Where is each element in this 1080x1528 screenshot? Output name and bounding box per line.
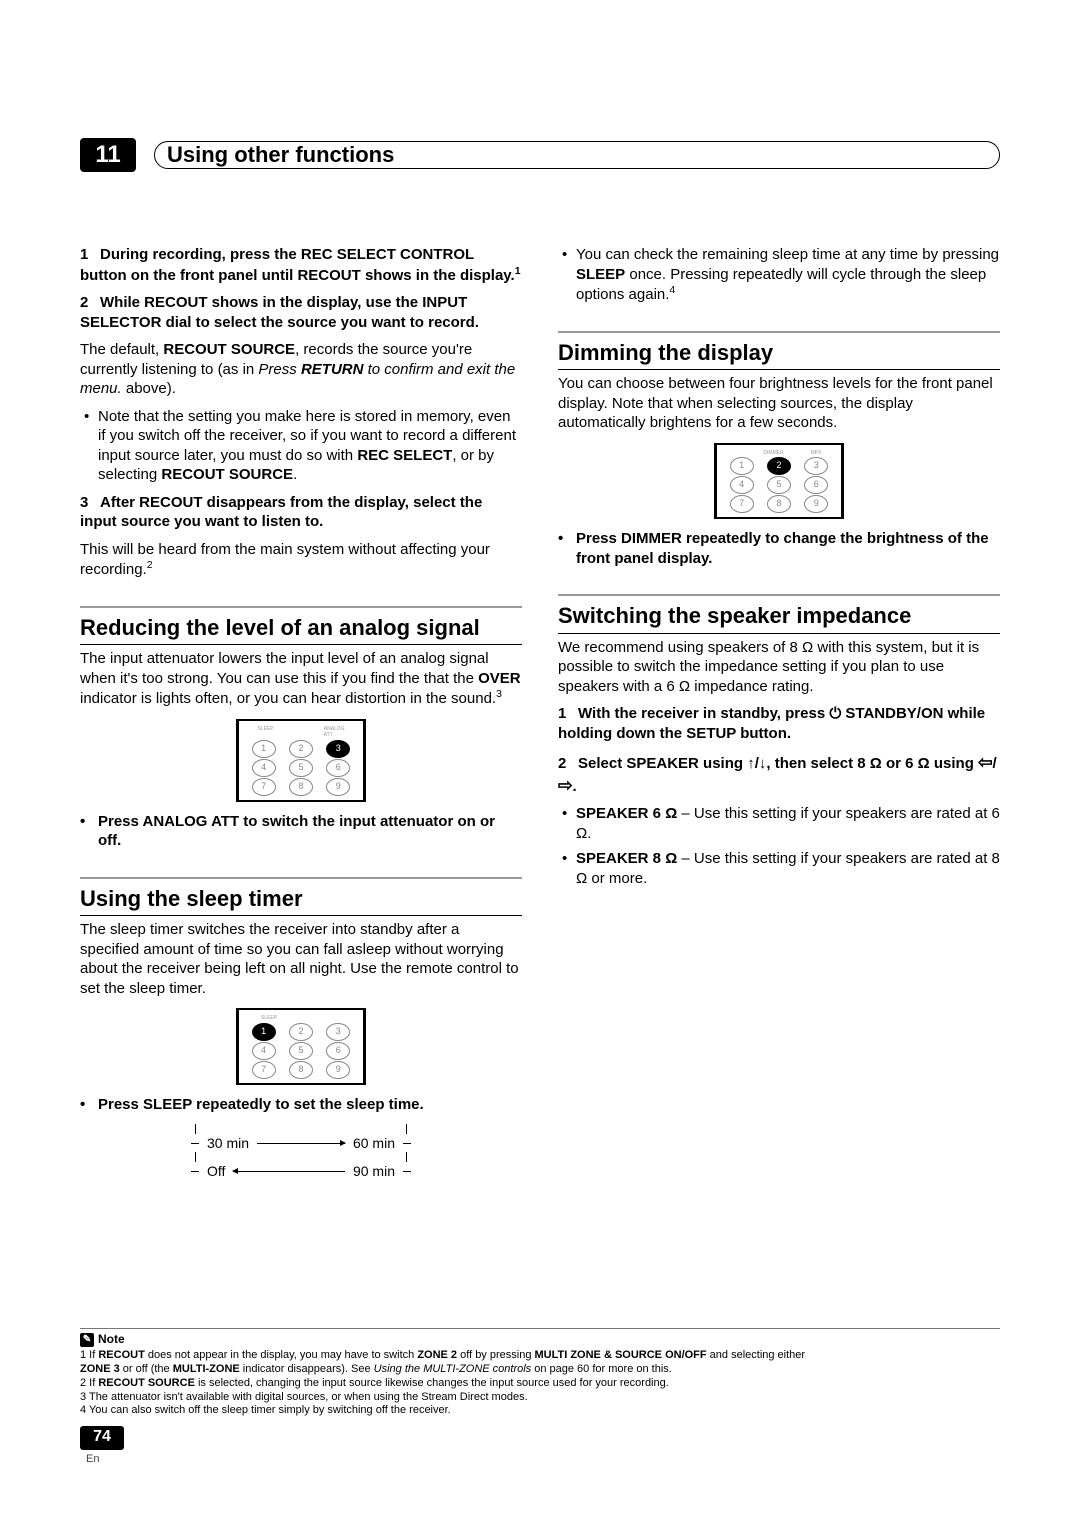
- footnote-1b: ZONE 3 or off (the MULTI-ZONE indicator …: [80, 1363, 1000, 1377]
- chapter-title-pill: Using other functions: [154, 141, 1000, 169]
- imp-step-2: 2Select SPEAKER using /, then select 8 o…: [558, 751, 1000, 796]
- left-arrow-icon: [978, 755, 992, 772]
- up-arrow-icon: [747, 755, 755, 772]
- default-source-paragraph: The default, RECOUT SOURCE, records the …: [80, 340, 522, 399]
- ohm-icon: [679, 678, 690, 695]
- analog-heading: Reducing the level of an analog signal: [80, 606, 522, 646]
- footnote-2: 2 If RECOUT SOURCE is selected, changing…: [80, 1377, 1000, 1391]
- sleep-30: 30 min: [207, 1134, 249, 1152]
- sleep-90: 90 min: [353, 1162, 395, 1180]
- memory-note-bullet: Note that the setting you make here is s…: [80, 407, 522, 485]
- ohm-icon: [665, 805, 677, 822]
- dimmer-heading: Dimming the display: [558, 331, 1000, 371]
- footnote-3: 3 The attenuator isn't available with di…: [80, 1391, 1000, 1405]
- sleep-check-bullet: You can check the remaining sleep time a…: [558, 245, 1000, 305]
- after-step3-paragraph: This will be heard from the main system …: [80, 540, 522, 580]
- ohm-icon: [665, 850, 677, 867]
- left-column: 1During recording, press the REC SELECT …: [80, 245, 522, 1201]
- impedance-intro: We recommend using speakers of 8 with th…: [558, 638, 1000, 697]
- ohm-icon: [918, 755, 930, 772]
- step-3: 3After RECOUT disappears from the displa…: [80, 493, 522, 532]
- sleep-off: Off: [207, 1162, 225, 1180]
- remote-diagram-dimmer: DIMMERMPX 123 456 789: [714, 443, 844, 520]
- analog-intro: The input attenuator lowers the input le…: [80, 649, 522, 709]
- step-2: 2While RECOUT shows in the display, use …: [80, 293, 522, 332]
- footnotes: ✎Note 1 If RECOUT does not appear in the…: [80, 1328, 1000, 1418]
- sleep-heading: Using the sleep timer: [80, 877, 522, 917]
- sleep-cycle-diagram: 30 min 60 min Off 90 min: [191, 1124, 411, 1190]
- ohm-icon: [802, 639, 813, 656]
- ohm-icon: [870, 755, 882, 772]
- speaker-8-option: SPEAKER 8 – Use this setting if your spe…: [558, 849, 1000, 888]
- dimmer-action: Press DIMMER repeatedly to change the br…: [558, 529, 1000, 568]
- impedance-heading: Switching the speaker impedance: [558, 594, 1000, 634]
- chapter-number-badge: 11: [80, 138, 136, 172]
- ohm-icon: [576, 825, 587, 842]
- right-column: You can check the remaining sleep time a…: [558, 245, 1000, 1201]
- note-header: ✎Note: [80, 1332, 1000, 1347]
- analog-action: Press ANALOG ATT to switch the input att…: [80, 812, 522, 851]
- page-language: En: [86, 1452, 124, 1466]
- sleep-60: 60 min: [353, 1134, 395, 1152]
- page-number: 74: [80, 1426, 124, 1450]
- page-footer: 74 En: [80, 1426, 124, 1466]
- dimmer-intro: You can choose between four brightness l…: [558, 374, 1000, 433]
- power-icon: [829, 705, 841, 722]
- chapter-title: Using other functions: [167, 141, 394, 170]
- footnote-4: 4 You can also switch off the sleep time…: [80, 1404, 1000, 1418]
- note-icon: ✎: [80, 1333, 94, 1347]
- imp-step-1: 1With the receiver in standby, press STA…: [558, 704, 1000, 743]
- chapter-header: 11 Using other functions: [80, 138, 1000, 172]
- sleep-action: Press SLEEP repeatedly to set the sleep …: [80, 1095, 522, 1115]
- content-columns: 1During recording, press the REC SELECT …: [80, 245, 1000, 1201]
- remote-diagram-analog: SLEEP ANALOGATT 123 456 789: [236, 719, 366, 802]
- right-arrow-icon: [558, 778, 572, 795]
- ohm-icon: [576, 870, 587, 887]
- step-1: 1During recording, press the REC SELECT …: [80, 245, 522, 285]
- remote-diagram-sleep: SLEEP 123 456 789: [236, 1008, 366, 1085]
- sleep-intro: The sleep timer switches the receiver in…: [80, 920, 522, 998]
- footnote-1: 1 If RECOUT does not appear in the displ…: [80, 1349, 1000, 1363]
- speaker-6-option: SPEAKER 6 – Use this setting if your spe…: [558, 804, 1000, 843]
